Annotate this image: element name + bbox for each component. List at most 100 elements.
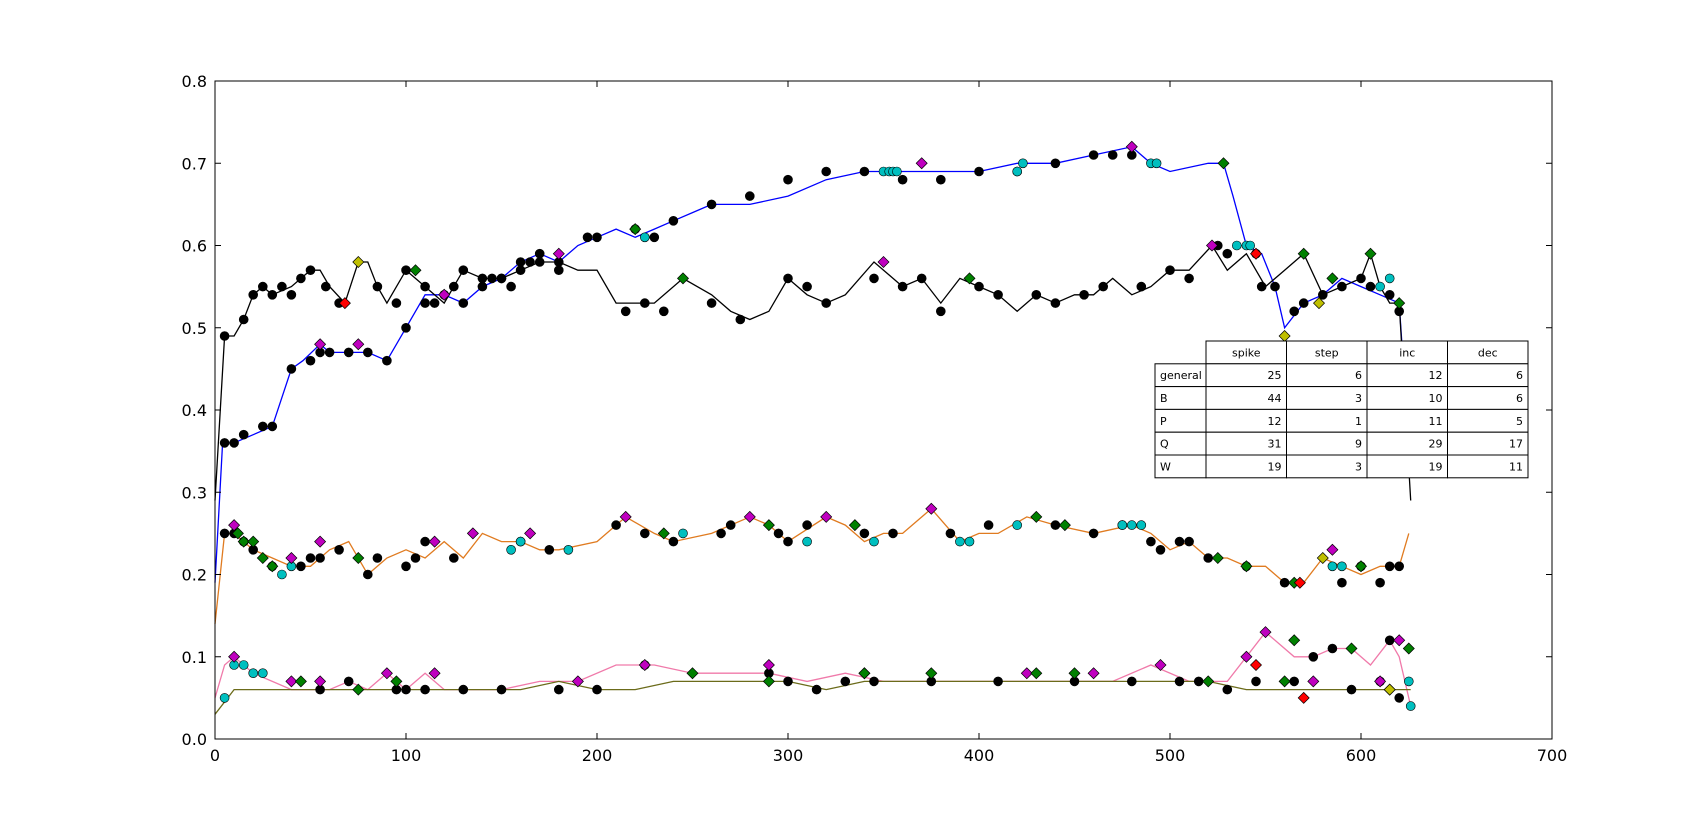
marker-diamond [390,675,403,688]
table-cell-value: 1 [1355,415,1362,428]
table-cell-value: 11 [1429,415,1443,428]
marker-diamond [1383,683,1396,696]
y-tick-label: 0.2 [182,566,207,585]
marker-circle [706,298,717,308]
marker-circle [458,684,469,695]
marker-circle [1289,676,1299,687]
marker-circle [1327,561,1338,572]
marker-diamond [285,552,298,564]
marker-diamond [231,527,244,540]
marker-circle [716,528,726,539]
marker-circle [964,536,975,547]
marker-circle [534,257,545,267]
marker-circle [668,536,679,547]
marker-circle [238,660,249,670]
marker-circle [420,298,430,308]
marker-diamond [1364,247,1377,260]
marker-circle [515,536,526,547]
table-cell-value: 9 [1355,438,1362,451]
marker-circle [248,668,258,679]
marker-circle [553,265,564,276]
marker-circle [401,561,411,572]
x-tick-label: 100 [391,746,422,765]
marker-circle [1270,281,1280,292]
table-cell-value: 31 [1268,438,1282,451]
marker-circle [993,289,1003,300]
marker-circle [534,248,545,259]
marker-circle [458,298,469,308]
table-cell-value: 19 [1268,460,1282,473]
marker-circle [525,257,535,267]
marker-circle [1088,528,1099,539]
marker-circle [935,306,946,317]
marker-circle [219,331,230,341]
marker-circle [1184,273,1194,284]
marker-diamond [352,338,365,351]
marker-circle [267,289,278,300]
marker-circle [802,536,812,547]
marker-diamond [1374,675,1387,688]
marker-circle [821,298,832,308]
marker-circle [477,281,488,292]
marker-circle [1079,289,1089,300]
marker-diamond [409,264,422,277]
marker-diamond [1326,543,1339,556]
x-tick-label: 300 [773,746,804,765]
marker-circle [506,544,516,555]
marker-circle [639,528,650,539]
y-tick-label: 0.8 [182,72,207,91]
marker-diamond [1030,510,1043,523]
marker-circle [783,174,793,185]
table-column-header: spike [1232,346,1261,359]
marker-diamond [1326,272,1339,285]
marker-diamond [1240,650,1253,663]
marker-circle [1222,684,1233,695]
marker-circle [1050,158,1061,169]
marker-circle [343,347,354,358]
marker-circle [1165,265,1175,276]
marker-diamond [820,510,833,523]
marker-diamond [1288,634,1301,647]
marker-circle [1356,273,1366,284]
table-row-label: W [1160,460,1171,473]
marker-circle [1012,520,1023,530]
marker-circle [267,421,278,432]
marker-circle [783,273,793,284]
marker-diamond [1278,675,1291,688]
marker-diamond [657,527,670,540]
marker-circle [1394,561,1404,572]
marker-diamond [314,338,327,351]
marker-circle [305,553,316,563]
marker-diamond [1030,667,1043,680]
marker-circle [401,684,411,695]
marker-diamond [925,502,938,515]
marker-circle [1346,684,1357,695]
marker-circle [515,257,526,267]
marker-diamond [438,288,451,301]
marker-circle [1256,281,1267,292]
marker-circle [1394,693,1404,703]
marker-circle [1203,553,1213,563]
marker-circle [362,347,373,358]
marker-diamond [1402,642,1415,655]
marker-circle [277,281,287,292]
marker-diamond [428,535,441,548]
marker-circle [315,553,325,563]
marker-diamond [1202,675,1215,688]
marker-circle [458,265,469,276]
table-cell-value: 3 [1355,460,1362,473]
marker-diamond [1316,552,1329,564]
marker-diamond [1313,297,1325,310]
table-column-header: dec [1478,346,1498,359]
marker-circle [1289,306,1299,317]
marker-circle [1012,166,1023,177]
marker-diamond [314,675,327,688]
marker-circle [811,684,822,695]
marker-diamond [552,247,565,260]
marker-circle [506,281,516,292]
marker-diamond [1259,626,1272,639]
marker-circle [563,544,574,555]
marker-diamond [1293,576,1306,589]
marker-circle [668,216,679,226]
y-tick-label: 0.0 [182,730,207,749]
